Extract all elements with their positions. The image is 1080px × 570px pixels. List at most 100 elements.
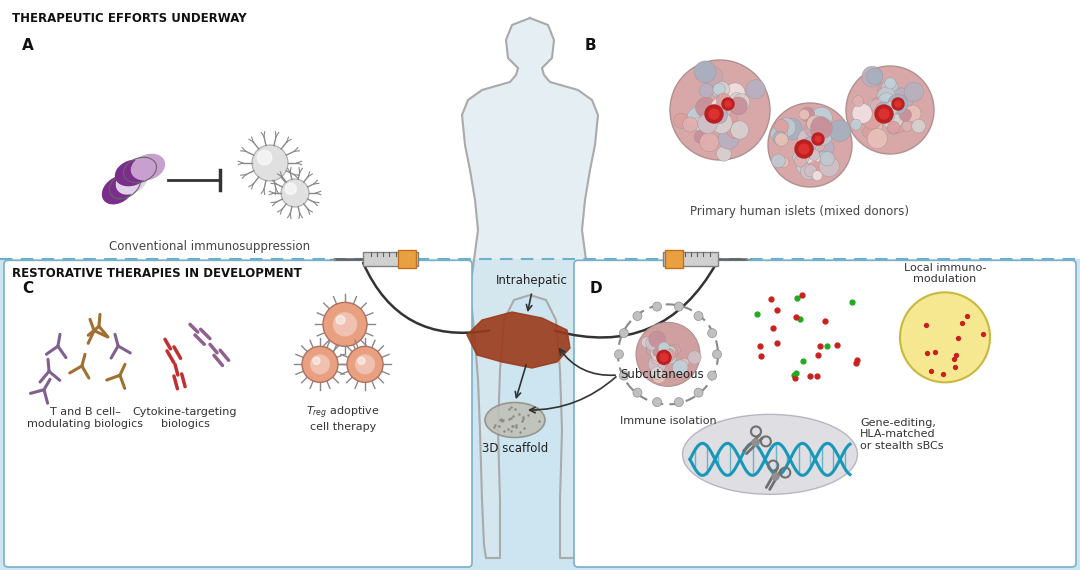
Circle shape [815,136,821,142]
Circle shape [852,103,873,124]
Text: Cytokine-targeting
biologics: Cytokine-targeting biologics [133,408,238,429]
Circle shape [715,101,726,112]
Circle shape [714,82,730,97]
Circle shape [872,97,886,111]
Circle shape [877,87,895,106]
Circle shape [888,121,900,133]
Circle shape [692,117,705,131]
Circle shape [818,139,834,156]
Circle shape [313,357,320,364]
Circle shape [829,120,851,141]
Circle shape [801,140,812,150]
Circle shape [888,94,908,114]
Circle shape [680,359,689,367]
Circle shape [703,67,723,86]
Circle shape [652,369,666,384]
Circle shape [285,183,296,194]
Circle shape [902,121,913,132]
Circle shape [875,105,893,123]
Circle shape [869,120,882,133]
Ellipse shape [116,160,149,186]
Circle shape [796,155,808,167]
Circle shape [730,97,746,113]
Circle shape [717,81,728,92]
Circle shape [862,66,882,87]
Circle shape [809,149,820,161]
Circle shape [281,179,309,207]
Circle shape [725,83,745,103]
Circle shape [708,109,719,119]
Circle shape [732,93,750,111]
Circle shape [779,157,789,168]
Circle shape [710,104,720,115]
Circle shape [800,107,814,121]
Circle shape [347,347,383,382]
Polygon shape [462,18,598,558]
Circle shape [336,316,345,324]
Circle shape [912,119,926,133]
Circle shape [866,68,882,85]
Circle shape [642,337,652,348]
Ellipse shape [485,402,545,438]
Circle shape [891,116,907,132]
Bar [0,259,1080,570]
Circle shape [895,101,901,107]
Circle shape [730,121,748,139]
Circle shape [716,146,731,161]
Circle shape [723,98,734,110]
Text: Conventional immunosuppression: Conventional immunosuppression [109,240,311,253]
Circle shape [800,163,816,180]
Circle shape [729,97,747,115]
Circle shape [774,133,788,146]
Circle shape [853,96,864,107]
Circle shape [619,371,629,380]
Circle shape [846,66,934,154]
Text: Immune isolation: Immune isolation [620,416,716,426]
Text: Intrahepatic: Intrahepatic [496,274,568,287]
Circle shape [712,87,721,97]
Circle shape [811,138,825,152]
Circle shape [810,117,833,139]
Circle shape [799,109,810,120]
Circle shape [892,98,904,110]
Circle shape [699,83,714,98]
Bar [0,0,1080,259]
Circle shape [661,348,675,362]
Text: $\mathit{T}_{reg}$ adoptive
cell therapy: $\mathit{T}_{reg}$ adoptive cell therapy [306,404,380,433]
Circle shape [781,118,802,140]
Circle shape [811,107,833,129]
Circle shape [774,119,788,133]
Circle shape [799,144,809,154]
Ellipse shape [132,154,164,180]
Circle shape [878,83,891,96]
Circle shape [718,129,739,149]
Ellipse shape [117,166,148,194]
Circle shape [696,97,716,118]
Circle shape [673,360,688,376]
FancyBboxPatch shape [363,253,418,266]
Circle shape [711,97,730,117]
Circle shape [904,105,921,122]
Text: T and B cell–
modulating biologics: T and B cell– modulating biologics [27,408,143,429]
Circle shape [881,110,894,123]
FancyBboxPatch shape [662,253,717,266]
Circle shape [652,348,661,356]
Circle shape [805,165,816,177]
Circle shape [804,141,820,157]
Circle shape [868,109,883,124]
Circle shape [812,116,829,134]
Text: B: B [585,38,596,53]
Circle shape [662,345,674,357]
Circle shape [683,117,698,132]
Text: Primary human islets (mixed donors): Primary human islets (mixed donors) [690,205,909,218]
Circle shape [797,128,819,150]
Ellipse shape [103,176,134,203]
FancyBboxPatch shape [664,250,683,268]
Circle shape [730,92,743,106]
Circle shape [867,129,888,149]
Circle shape [700,133,719,152]
Circle shape [796,160,810,173]
Circle shape [885,115,900,129]
Circle shape [793,149,809,166]
Circle shape [674,398,684,406]
